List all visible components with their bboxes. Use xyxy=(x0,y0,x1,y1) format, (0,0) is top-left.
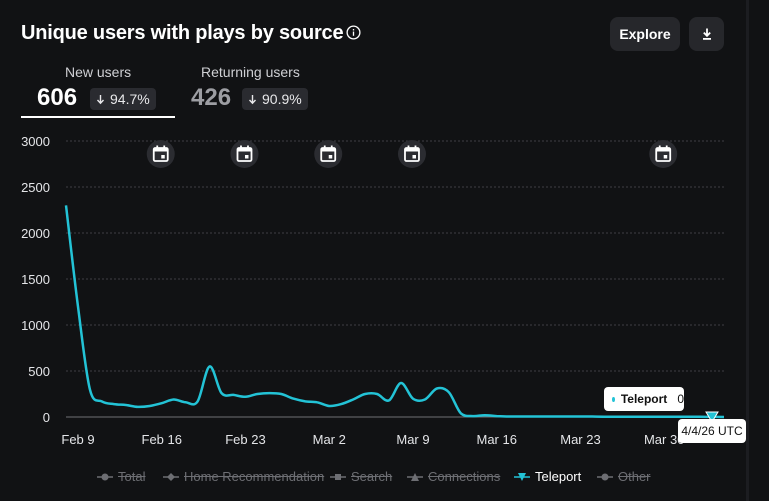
legend-circle-icon xyxy=(97,473,113,480)
legend-item-other[interactable]: Other xyxy=(597,469,651,484)
series-line-teleport xyxy=(64,205,725,419)
legend-label: Connections xyxy=(428,469,501,484)
y-tick-label: 500 xyxy=(28,364,50,379)
date-tooltip: 4/4/26 UTC xyxy=(678,419,746,443)
tab-value: 606 xyxy=(37,84,78,111)
y-tick-label: 0 xyxy=(43,410,50,425)
tab-value: 426 xyxy=(191,84,232,111)
download-button[interactable] xyxy=(689,17,724,51)
legend-label: Search xyxy=(351,469,393,484)
x-tick-label: Mar 9 xyxy=(396,432,429,447)
arrow-down-icon xyxy=(248,94,257,104)
change-value: 90.9% xyxy=(262,91,302,107)
legend-item-teleport[interactable]: Teleport xyxy=(514,469,581,484)
event-marker-calendar-icon[interactable] xyxy=(649,140,678,168)
legend-label: Home Recommendation xyxy=(184,469,325,484)
tooltip-series: Teleport xyxy=(620,392,668,406)
chart-title: Unique users with plays by source xyxy=(21,22,344,44)
hover-point-marker xyxy=(705,411,719,423)
legend-diamond-icon xyxy=(163,472,179,481)
x-tick-label: Mar 23 xyxy=(560,432,600,447)
info-icon[interactable] xyxy=(346,25,361,40)
tab-new-users[interactable]: New users 606 94.7% xyxy=(0,64,175,119)
y-tick-label: 2000 xyxy=(21,226,50,241)
legend-square-icon xyxy=(330,473,346,480)
legend-item-total[interactable]: Total xyxy=(97,469,145,484)
legend-circle-icon xyxy=(597,473,613,480)
line-chart[interactable]: 0 500 1000 1500 2000 2500 3000 Feb 9 Feb 16 Feb … xyxy=(0,0,769,460)
download-icon xyxy=(702,28,711,40)
legend-item-search[interactable]: Search xyxy=(330,469,392,484)
x-tick-label: Feb 23 xyxy=(225,432,265,447)
tab-label: Returning users xyxy=(201,64,300,80)
legend-triangle-down-icon xyxy=(514,472,530,481)
change-badge: 94.7% xyxy=(90,88,156,110)
legend-triangle-icon xyxy=(407,472,423,481)
legend-label: Other xyxy=(618,469,651,484)
active-tab-indicator xyxy=(21,116,175,118)
x-tick-label: Mar 2 xyxy=(313,432,346,447)
tab-label: New users xyxy=(65,64,132,80)
legend-label: Teleport xyxy=(535,469,582,484)
legend-label: Total xyxy=(118,469,146,484)
tab-returning-users[interactable]: Returning users 426 90.9% xyxy=(185,64,325,119)
change-value: 94.7% xyxy=(110,91,150,107)
explore-button[interactable]: Explore xyxy=(610,17,680,51)
x-tick-label: Mar 16 xyxy=(476,432,516,447)
legend: Total Home Recommendation Search Connect… xyxy=(0,469,769,487)
x-tick-label: Feb 16 xyxy=(142,432,182,447)
event-marker-calendar-icon[interactable] xyxy=(397,140,426,168)
arrow-down-icon xyxy=(96,94,105,104)
x-tick-label: Mar 30 xyxy=(644,432,684,447)
panel-edge xyxy=(746,0,749,501)
legend-item-home-recommendation[interactable]: Home Recommendation xyxy=(163,469,324,484)
event-marker-calendar-icon[interactable] xyxy=(314,140,343,168)
x-tick-label: Feb 9 xyxy=(61,432,94,447)
y-tick-label: 1500 xyxy=(21,272,50,287)
value-tooltip: Teleport 0 xyxy=(604,387,684,411)
change-badge: 90.9% xyxy=(242,88,308,110)
tooltip-value: 0 xyxy=(677,392,684,406)
legend-item-connections[interactable]: Connections xyxy=(407,469,500,484)
event-marker-calendar-icon[interactable] xyxy=(230,140,259,168)
series-dot xyxy=(612,396,615,402)
y-tick-label: 1000 xyxy=(21,318,50,333)
y-tick-label: 3000 xyxy=(21,134,50,149)
event-marker-calendar-icon[interactable] xyxy=(146,140,175,168)
y-tick-label: 2500 xyxy=(21,180,50,195)
